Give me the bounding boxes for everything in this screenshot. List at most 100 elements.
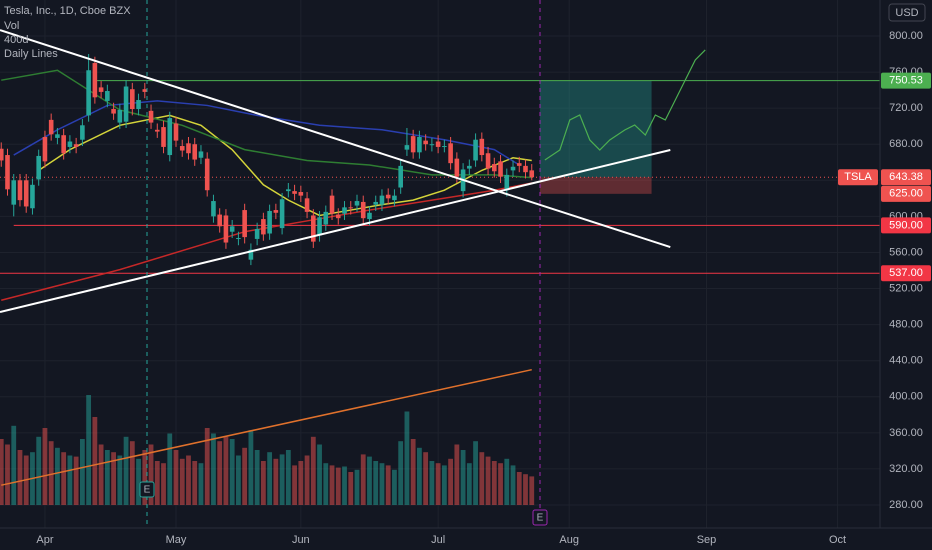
candle-body (410, 136, 416, 153)
volume-bar (367, 456, 372, 505)
candle-body (92, 63, 98, 98)
y-tick-label: 440.00 (889, 355, 923, 367)
event-icon[interactable] (532, 509, 548, 526)
chart-title: Tesla, Inc., 1D, Cboe BZX (4, 5, 131, 17)
price-tag-label: 590.00 (889, 219, 923, 231)
volume-bar (104, 450, 110, 505)
candle-body (5, 155, 10, 190)
volume-bar (161, 463, 166, 505)
volume-bar (142, 450, 148, 505)
candle-body (48, 119, 54, 135)
volume-bar (466, 463, 472, 505)
stop-zone (539, 177, 652, 194)
volume-bar (323, 463, 329, 505)
indicator-label: Daily Lines (4, 48, 58, 60)
candle-body (510, 166, 516, 171)
y-tick-label: 800.00 (889, 30, 923, 42)
y-tick-label: 520.00 (889, 282, 923, 294)
candle-body (516, 163, 522, 166)
candle-body (523, 165, 528, 173)
candle-body (335, 214, 341, 219)
volume-ma-line (1, 368, 532, 486)
volume-bar (273, 458, 279, 505)
volume-bar (154, 461, 160, 505)
volume-bar (479, 452, 485, 505)
price-tag (881, 185, 931, 202)
candle-body (398, 165, 403, 188)
currency-label[interactable]: USD (895, 7, 918, 19)
y-tick-label: 720.00 (889, 102, 923, 114)
candle-body (429, 144, 435, 146)
volume-bar (42, 428, 48, 505)
volume-bar (192, 461, 198, 505)
volume-bar (417, 447, 422, 505)
candle-body (435, 141, 441, 147)
volume-bar (317, 444, 322, 505)
y-tick-label: 560.00 (889, 246, 923, 258)
volume-bar (398, 441, 404, 505)
candle-body (142, 89, 148, 92)
x-tick-label: Aug (559, 534, 579, 546)
price-tag (881, 217, 931, 234)
candle-body (298, 192, 304, 196)
volume-bar (454, 444, 460, 505)
candle-body (67, 141, 73, 147)
candle-body (373, 201, 379, 205)
y-tick-label: 360.00 (889, 427, 923, 439)
symbol-tag (838, 169, 878, 186)
candle-body (279, 199, 285, 229)
volume-bar (392, 469, 397, 505)
candle-body (154, 129, 160, 132)
volume-bar (498, 463, 503, 505)
candle-body (167, 118, 173, 156)
volume-bar (254, 450, 260, 505)
volume-bar (460, 450, 466, 505)
candle-body (161, 127, 166, 147)
candle-body (30, 184, 35, 209)
volume-bar (48, 441, 54, 505)
candle-body (329, 195, 335, 214)
candle-body (248, 249, 254, 260)
candle-body (130, 89, 135, 110)
price-tag (881, 169, 931, 186)
volume-bar (516, 472, 522, 505)
volume-bar (529, 476, 535, 505)
candle-body (136, 100, 141, 110)
candle-body (360, 201, 366, 219)
target-zone (539, 80, 652, 178)
candle-body (204, 158, 210, 191)
volume-bar (5, 444, 10, 505)
candle-body (36, 155, 41, 180)
volume-bar (448, 458, 454, 505)
event-label[interactable]: E (537, 513, 544, 524)
x-tick-label: Oct (829, 534, 846, 546)
volume-bar (304, 455, 310, 505)
volume-bar (167, 433, 173, 505)
volume-bar (204, 428, 210, 505)
event-label[interactable]: E (144, 485, 151, 496)
candle-body (367, 212, 372, 220)
axis-labels: 280.00 320.00 360.00 400.00 440.00 480.00 520.… (36, 30, 931, 546)
candle-body (473, 139, 478, 161)
y-tick-label: 680.00 (889, 138, 923, 150)
candle-body (417, 137, 422, 153)
candle-body (73, 144, 79, 147)
volume-bar (360, 454, 366, 505)
volume-bar (67, 455, 73, 505)
candle-body (192, 144, 198, 160)
candle-body (423, 140, 428, 145)
volume-bar (285, 450, 291, 505)
candle-body (86, 70, 91, 116)
candle-body (11, 180, 17, 205)
volume-bar (179, 458, 185, 505)
volume-bar (186, 455, 191, 505)
currency-button[interactable] (888, 3, 926, 22)
volume-bar (86, 395, 92, 505)
event-icon[interactable] (139, 481, 155, 498)
candle-body (491, 164, 497, 172)
volume-bar (223, 436, 229, 505)
volume-bar (504, 458, 510, 505)
volume-bar (229, 439, 235, 505)
y-tick-label: 480.00 (889, 319, 923, 331)
